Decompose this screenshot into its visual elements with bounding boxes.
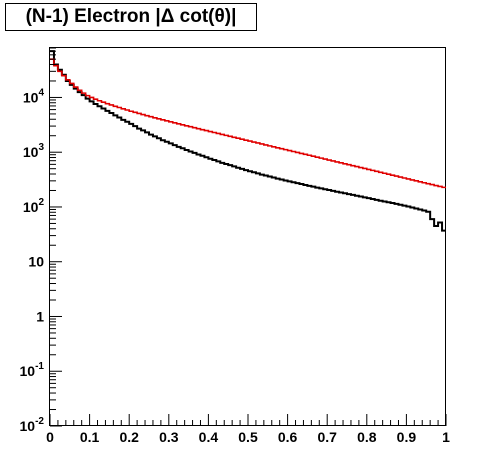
x-tick-label: 0.8 <box>357 429 377 445</box>
x-tick-label: 0.6 <box>278 429 298 445</box>
axes-layer: 0 0.1 0.2 0.3 0.4 0.5 0.6 0.7 0.8 0.9 1 10-2 10-1 1 10… <box>20 47 450 445</box>
y-tick-label: 10-1 <box>20 361 45 379</box>
x-tick-label: 0.1 <box>80 429 100 445</box>
y-tick-label: 102 <box>23 197 45 215</box>
series-layer <box>50 50 446 232</box>
series-1-line <box>50 58 446 189</box>
x-tick-label: 0.2 <box>119 429 139 445</box>
y-tick-label: 10 <box>28 254 44 270</box>
x-tick-label: 0.3 <box>159 429 179 445</box>
chart-title: (N-1) Electron |Δ cot(θ)| <box>5 3 257 31</box>
x-tick-label: 0.4 <box>199 429 219 445</box>
x-tick-label: 1 <box>442 429 450 445</box>
x-tick-label: 0 <box>46 429 54 445</box>
x-tick-label: 0.7 <box>317 429 337 445</box>
y-tick-label: 1 <box>36 308 44 324</box>
x-tick-label: 0.5 <box>238 429 258 445</box>
y-tick-label: 103 <box>23 142 45 160</box>
y-tick-label: 104 <box>23 87 45 105</box>
plot-frame <box>49 47 446 426</box>
y-tick-label: 10-2 <box>20 416 45 434</box>
series-0-line <box>50 50 446 232</box>
x-tick-label: 0.9 <box>397 429 417 445</box>
